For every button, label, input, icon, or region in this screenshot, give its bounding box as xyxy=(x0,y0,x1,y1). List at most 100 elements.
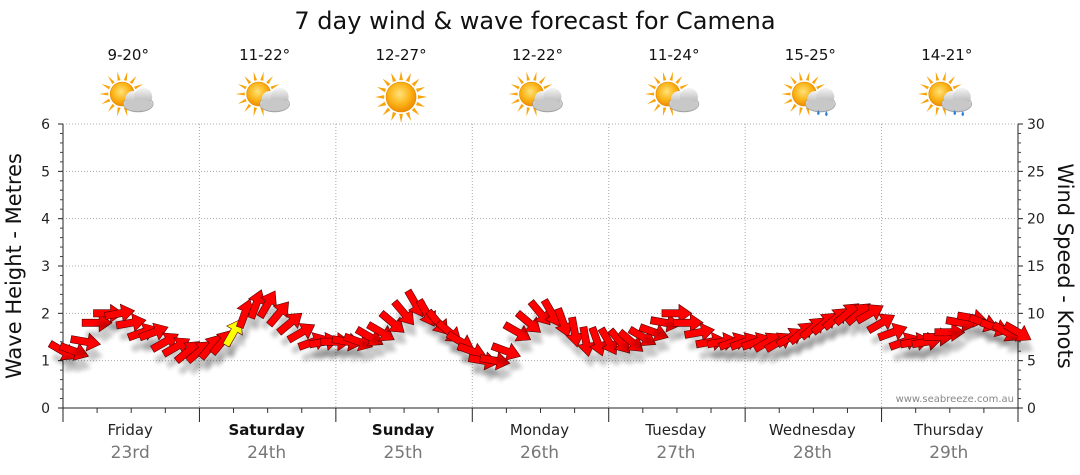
wind-arrow-body xyxy=(479,351,511,371)
sun-ray xyxy=(526,107,530,117)
wind-arrow xyxy=(1002,321,1034,353)
cloud-belly xyxy=(533,99,562,111)
sun-ray xyxy=(538,76,546,85)
left-tick-label: 3 xyxy=(41,259,50,275)
left-tick-label: 1 xyxy=(41,354,50,370)
day-date: 26th xyxy=(520,443,559,463)
wind-arrow-shadow xyxy=(848,316,873,338)
wind-arrow-body xyxy=(138,322,169,342)
sun-ray xyxy=(107,76,115,85)
chart-title: 7 day wind & wave forecast for Camena xyxy=(294,7,775,35)
wind-arrow-body xyxy=(855,304,884,325)
wind-arrow-shadow xyxy=(494,355,523,372)
wind-arrow xyxy=(58,342,91,372)
sun-ray xyxy=(391,111,397,122)
sun-ray xyxy=(244,76,252,85)
sunny-icon xyxy=(375,71,428,123)
sun-ray xyxy=(266,76,273,85)
right-tick-label: 30 xyxy=(1027,117,1045,133)
day-name: Thursday xyxy=(913,421,984,439)
cloud-shape xyxy=(668,88,700,113)
sun-ray xyxy=(415,87,426,93)
cloud-shape xyxy=(532,88,563,113)
sun-ray xyxy=(517,76,525,85)
sun-ray xyxy=(415,101,426,107)
sun-ray xyxy=(662,107,667,117)
sun-ray xyxy=(790,103,797,112)
rain-drop xyxy=(961,111,965,116)
sun-ray xyxy=(391,72,397,83)
sun-rays xyxy=(375,71,428,123)
partly-cloudy-icon xyxy=(644,71,700,117)
day-date: 27th xyxy=(656,443,695,463)
cloud-shape xyxy=(122,88,154,113)
cloud-shape xyxy=(805,88,836,113)
sun-ray xyxy=(917,92,927,96)
sun-ray xyxy=(237,84,247,90)
sun-ray xyxy=(675,76,683,85)
sun-ray xyxy=(377,101,387,107)
sun-ray xyxy=(805,71,810,81)
wind-arrow-shadow xyxy=(621,341,646,363)
gridlines xyxy=(62,123,1019,422)
left-tick-label: 0 xyxy=(41,401,50,417)
sun-ray xyxy=(253,107,258,117)
wind-arrow-shadow xyxy=(653,326,683,344)
wind-arrow-body xyxy=(276,312,303,336)
sun-ray xyxy=(382,107,391,116)
sun-ray xyxy=(253,71,258,81)
day-date: 29th xyxy=(929,443,968,463)
sun-ray xyxy=(117,107,121,117)
day-name: Monday xyxy=(510,421,569,439)
sun-ray xyxy=(123,71,128,81)
sun-ray xyxy=(123,107,128,117)
sun-ray xyxy=(783,98,793,104)
temperature-range: 9-20° xyxy=(107,46,149,64)
sun-ray xyxy=(270,84,280,90)
wind-arrows xyxy=(47,288,1034,382)
sun-ray xyxy=(948,76,956,85)
sun-ray xyxy=(920,98,929,104)
wind-arrow xyxy=(256,290,279,330)
partly-cloudy-icon xyxy=(508,71,563,117)
sun-ray xyxy=(405,72,412,83)
wind-arrow-body xyxy=(286,323,316,344)
rain-drop xyxy=(817,110,820,115)
wind-arrow xyxy=(236,298,257,340)
sun-ray xyxy=(101,98,111,104)
temperature-range: 14-21° xyxy=(921,46,972,64)
day-date: 24th xyxy=(247,443,286,463)
partly-cloudy-icon xyxy=(99,71,154,117)
sun-disc xyxy=(385,81,417,113)
wind-arrow-body xyxy=(1002,321,1032,342)
sun-ray xyxy=(237,98,247,104)
sun-ray xyxy=(510,98,520,104)
sun-ray xyxy=(375,95,385,99)
sun-ray xyxy=(679,84,689,90)
sun-ray xyxy=(99,92,109,96)
sun-ray xyxy=(399,71,403,81)
rain-drop xyxy=(953,110,957,115)
sun-ray xyxy=(411,78,420,87)
sun-ray xyxy=(235,92,245,96)
sun-ray xyxy=(533,71,537,81)
sun-ray xyxy=(926,76,934,85)
wind-arrow-shadow xyxy=(202,347,223,372)
sun-ray xyxy=(942,107,946,117)
sun-ray xyxy=(405,111,412,122)
sun-ray xyxy=(653,76,661,85)
sun-ray xyxy=(926,103,934,112)
sun-ray xyxy=(647,98,657,104)
left-tick-label: 4 xyxy=(41,212,50,228)
temperature-range: 11-22° xyxy=(239,46,290,64)
rain-drops xyxy=(817,110,828,116)
weather-icons xyxy=(99,71,973,123)
showers-icon xyxy=(781,71,836,117)
sun-ray xyxy=(244,103,252,112)
sun-ray xyxy=(533,107,537,117)
sun-ray xyxy=(669,107,674,117)
sun-ray xyxy=(805,107,810,117)
sun-ray xyxy=(260,107,264,117)
wind-arrow-shadow xyxy=(382,323,407,344)
